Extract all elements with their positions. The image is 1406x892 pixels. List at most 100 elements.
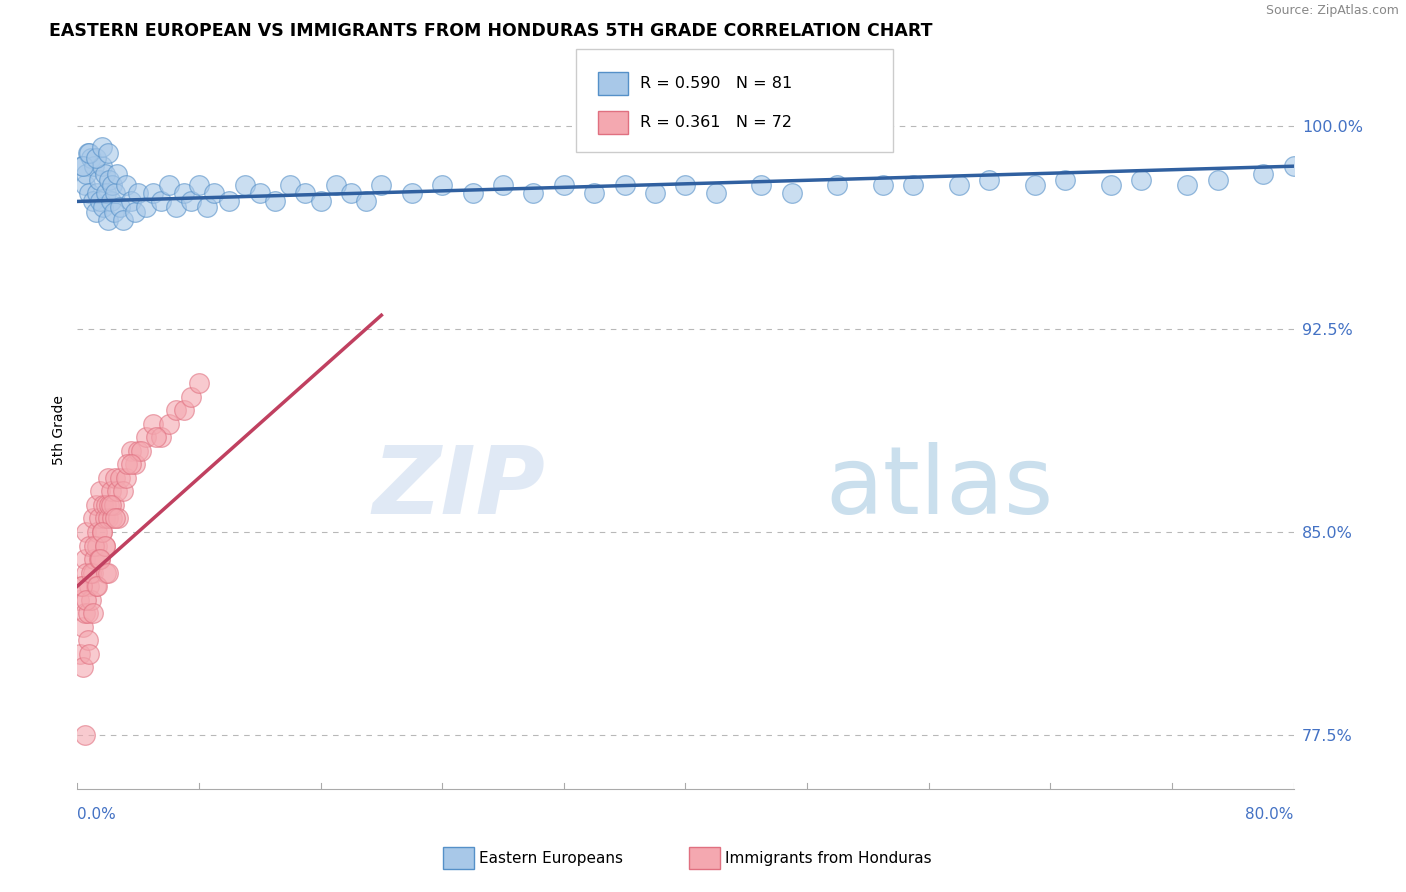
Point: [188, 376, 211, 390]
Point: [93, 167, 115, 181]
Point: [104, 471, 127, 485]
Point: [97, 213, 120, 227]
Point: [117, 457, 139, 471]
Point: [79, 647, 101, 661]
Point: [77, 633, 100, 648]
Point: [127, 443, 149, 458]
Point: [90, 524, 112, 539]
Text: Immigrants from Honduras: Immigrants from Honduras: [725, 851, 932, 865]
Point: [401, 186, 423, 201]
Point: [84, 205, 107, 219]
Point: [73, 607, 96, 621]
Point: [127, 186, 149, 201]
Point: [218, 194, 240, 209]
Point: [69, 647, 91, 661]
Point: [105, 167, 128, 181]
Point: [82, 566, 104, 580]
Point: [644, 186, 666, 201]
Point: [90, 140, 112, 154]
Point: [79, 579, 101, 593]
Point: [173, 186, 195, 201]
Point: [1175, 178, 1198, 193]
Point: [89, 552, 111, 566]
Point: [107, 511, 129, 525]
Point: [157, 417, 180, 431]
Point: [553, 178, 575, 193]
Point: [79, 145, 101, 160]
Point: [613, 178, 636, 193]
Point: [370, 178, 392, 193]
Point: [96, 498, 118, 512]
Point: [188, 178, 211, 193]
Point: [100, 498, 122, 512]
Point: [104, 511, 127, 525]
Point: [84, 579, 107, 593]
Point: [86, 579, 108, 593]
Text: 80.0%: 80.0%: [1246, 807, 1294, 822]
Point: [704, 186, 727, 201]
Point: [165, 403, 187, 417]
Y-axis label: 5th Grade: 5th Grade: [52, 395, 66, 466]
Point: [751, 178, 773, 193]
Point: [77, 145, 100, 160]
Point: [97, 145, 120, 160]
Point: [1099, 178, 1122, 193]
Point: [98, 173, 121, 187]
Point: [675, 178, 697, 193]
Point: [84, 151, 107, 165]
Point: [83, 159, 105, 173]
Point: [233, 178, 256, 193]
Point: [124, 205, 146, 219]
Point: [1282, 159, 1305, 173]
Point: [979, 173, 1001, 187]
Point: [157, 178, 180, 193]
Point: [93, 539, 115, 553]
Point: [180, 390, 202, 404]
Point: [461, 186, 484, 201]
Point: [82, 194, 104, 209]
Point: [180, 194, 202, 209]
Point: [86, 186, 108, 201]
Point: [522, 186, 544, 201]
Point: [75, 566, 97, 580]
Point: [124, 457, 146, 471]
Point: [72, 620, 94, 634]
Point: [90, 524, 112, 539]
Point: [325, 178, 347, 193]
Point: [91, 498, 114, 512]
Point: [97, 471, 120, 485]
Point: [67, 592, 90, 607]
Point: [1130, 173, 1153, 187]
Point: [96, 186, 118, 201]
Point: [309, 194, 332, 209]
Point: [264, 194, 287, 209]
Point: [90, 159, 112, 173]
Point: [89, 194, 111, 209]
Point: [432, 178, 454, 193]
Point: [149, 430, 172, 444]
Point: [87, 173, 110, 187]
Point: [101, 511, 124, 525]
Point: [72, 159, 94, 173]
Point: [173, 403, 195, 417]
Point: [115, 178, 138, 193]
Point: [70, 579, 93, 593]
Point: [827, 178, 849, 193]
Point: [72, 660, 94, 674]
Point: [354, 194, 377, 209]
Point: [87, 552, 110, 566]
Point: [89, 552, 111, 566]
Point: [1251, 167, 1274, 181]
Point: [97, 511, 120, 525]
Text: R = 0.590   N = 81: R = 0.590 N = 81: [640, 76, 792, 91]
Point: [1024, 178, 1046, 193]
Point: [80, 151, 103, 165]
Point: [75, 524, 97, 539]
Text: ZIP: ZIP: [373, 442, 546, 533]
Point: [120, 194, 142, 209]
Point: [82, 511, 104, 525]
Point: [115, 471, 138, 485]
Point: [903, 178, 925, 193]
Point: [105, 484, 128, 499]
Point: [83, 552, 105, 566]
